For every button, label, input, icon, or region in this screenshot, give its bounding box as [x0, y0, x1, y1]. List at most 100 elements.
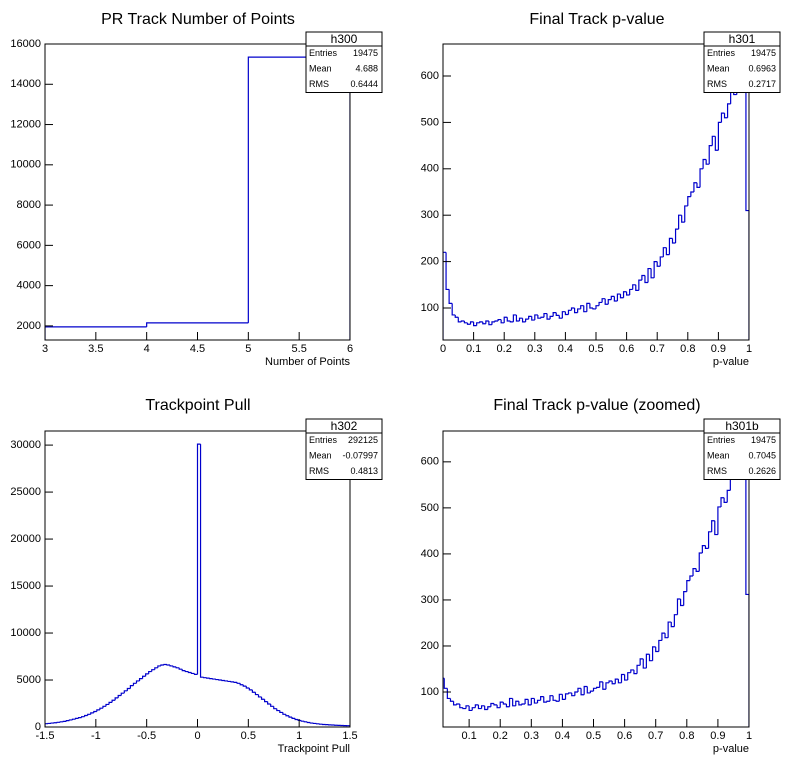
histogram-bin: [641, 274, 645, 281]
histogram-bin: [448, 289, 453, 304]
x-tick-label: 1: [746, 730, 752, 742]
histogram-bin: [285, 714, 289, 717]
histogram-bin: [639, 658, 644, 666]
stats-value: 19475: [751, 435, 776, 445]
y-tick-label: 15000: [10, 580, 41, 592]
histogram-bin: [474, 704, 479, 708]
stats-box: [703, 31, 781, 93]
histogram-bin: [487, 706, 491, 710]
x-tick-label: 0.1: [461, 730, 476, 742]
histogram-bin: [564, 693, 569, 700]
histogram-bin: [717, 506, 722, 535]
histogram-bin: [270, 703, 274, 707]
histogram-bin: [449, 698, 454, 702]
x-tick-label: 5: [245, 343, 251, 355]
histogram-bin: [726, 103, 731, 118]
histogram-bin: [589, 690, 594, 693]
histogram-bin: [630, 669, 634, 673]
histogram-bin: [443, 251, 447, 340]
histogram-bin: [169, 664, 174, 667]
x-tick-label: 1: [746, 343, 752, 355]
x-tick-label: 5.5: [292, 343, 307, 355]
histogram-bin: [496, 704, 501, 709]
histogram-bin: [577, 308, 581, 313]
histogram-bin: [705, 159, 710, 165]
histogram-bin: [552, 695, 557, 701]
x-tick-label: 0.5: [588, 343, 603, 355]
histogram-bin: [546, 313, 551, 320]
histogram-bin: [74, 717, 79, 720]
histogram-bin: [120, 692, 125, 696]
stats-title: h300: [331, 32, 358, 46]
histogram-bin: [714, 136, 719, 151]
histogram-bin: [645, 653, 650, 669]
histogram-bin: [138, 678, 143, 681]
histogram-bin: [500, 319, 505, 324]
histogram-bin: [717, 121, 722, 151]
stats-box: [703, 418, 781, 480]
histogram-bin: [629, 288, 633, 295]
histogram-bin: [473, 321, 477, 327]
histogram-bin: [84, 714, 88, 717]
histogram-bin: [642, 658, 647, 669]
y-tick-label: 20000: [10, 533, 41, 545]
histogram-bin: [558, 315, 563, 319]
histogram-bin: [586, 686, 591, 694]
histogram-bin: [714, 520, 718, 536]
histogram-bin: [90, 712, 94, 715]
histogram-bin: [695, 568, 700, 573]
histogram-bin: [527, 699, 532, 706]
histogram-bin: [570, 307, 575, 311]
histogram-bin: [723, 113, 728, 119]
histogram-bin: [117, 694, 122, 698]
histogram-bin: [65, 720, 70, 722]
histogram-bin: [445, 252, 450, 291]
histogram-bin: [537, 314, 541, 319]
x-tick-label: 0.6: [619, 343, 634, 355]
chart-title: PR Track Number of Points: [101, 11, 295, 28]
histogram-bin: [549, 695, 554, 702]
histogram-bin: [531, 316, 535, 321]
histogram-bin: [543, 312, 548, 318]
histogram-bin: [488, 320, 492, 326]
stats-value: -0.07997: [342, 451, 378, 461]
histogram-bin: [616, 293, 621, 302]
histogram-bin: [573, 307, 578, 314]
histogram-bin: [696, 182, 701, 188]
histogram-bin: [196, 443, 201, 675]
chart-title: Trackpoint Pull: [145, 397, 250, 414]
histogram-bin: [521, 703, 526, 705]
histogram-bin: [689, 575, 694, 581]
histogram-bin: [602, 681, 606, 690]
histogram-bin: [601, 298, 606, 303]
histogram-bin: [282, 712, 286, 715]
histogram-bin: [490, 702, 494, 707]
x-tick-label: 4.5: [190, 343, 205, 355]
histogram-bin: [257, 694, 262, 698]
histogram-bin: [673, 614, 678, 627]
plot-area: [45, 443, 350, 727]
histogram-bin: [546, 700, 550, 703]
histogram-bin: [662, 247, 667, 257]
histogram-bin: [651, 646, 656, 661]
histogram-bin: [96, 709, 100, 712]
histogram-bin: [239, 683, 244, 686]
histogram-bin: [509, 320, 514, 323]
stats-label: Entries: [309, 435, 338, 445]
histogram-bin: [45, 723, 49, 727]
stats-label: Entries: [707, 48, 736, 58]
histogram-bin: [485, 320, 489, 324]
histogram-bin: [676, 598, 681, 615]
histogram-bin: [291, 717, 296, 719]
histogram-bin: [491, 321, 496, 325]
x-tick-label: 0.3: [527, 343, 542, 355]
histogram-bin: [476, 322, 480, 326]
histogram-bin: [583, 305, 587, 313]
y-tick-label: 300: [421, 209, 439, 221]
histogram-bin: [515, 314, 520, 322]
histogram-bin: [745, 465, 749, 727]
histogram-bin: [273, 706, 277, 710]
x-tick-label: 0.9: [710, 730, 725, 742]
histogram-bin: [471, 707, 476, 711]
histogram-bin: [659, 256, 664, 267]
